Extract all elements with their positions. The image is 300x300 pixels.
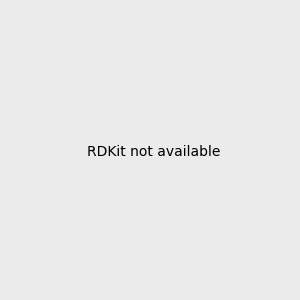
Text: RDKit not available: RDKit not available — [87, 145, 220, 158]
